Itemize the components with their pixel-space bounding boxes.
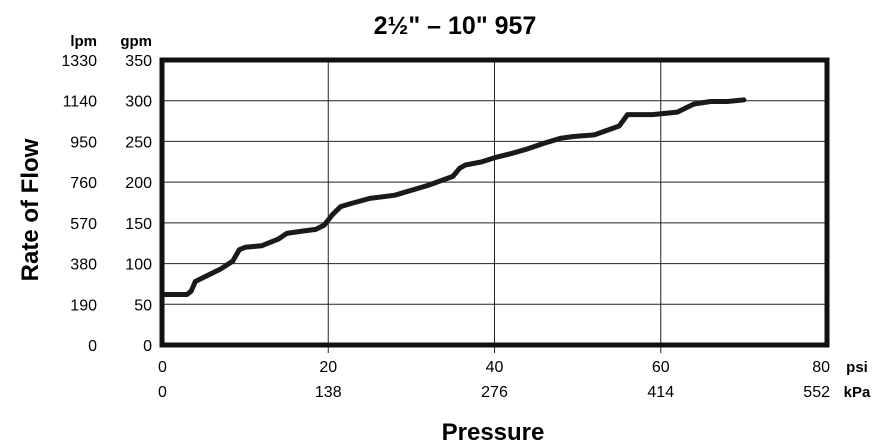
y-axis-label: Rate of Flow xyxy=(17,138,44,281)
y-unit-secondary: lpm xyxy=(70,33,97,50)
x-axis-label: Pressure xyxy=(442,419,545,446)
x-tick-label-psi: 60 xyxy=(652,359,670,376)
flow-series-line xyxy=(159,97,747,297)
y-tick-label-lpm: 190 xyxy=(70,297,97,314)
x-tick-label-kpa: 0 xyxy=(158,384,167,401)
x-tick-label-psi: 80 xyxy=(812,359,830,376)
plot-border xyxy=(159,57,830,348)
y-tick-label-gpm: 300 xyxy=(125,94,152,111)
x-tick-label-kpa: 276 xyxy=(481,384,508,401)
y-tick-label-lpm: 760 xyxy=(70,175,97,192)
y-unit-primary: gpm xyxy=(120,33,152,50)
x-tick-label-kpa: 138 xyxy=(315,384,342,401)
x-tick-label-kpa: 414 xyxy=(647,384,674,401)
x-tick-label-psi: 0 xyxy=(158,359,167,376)
y-tick-label-gpm: 100 xyxy=(125,257,152,274)
y-tick-label-gpm: 200 xyxy=(125,175,152,192)
y-tick-label-gpm: 150 xyxy=(125,216,152,233)
y-tick-labels: 0 0 50 190 100 380 150 570 200 760 250 950 300 1140 35… xyxy=(61,53,152,355)
y-tick-label-lpm: 1330 xyxy=(61,53,97,70)
y-tick-label-gpm: 0 xyxy=(143,338,152,355)
y-tick-label-gpm: 50 xyxy=(134,297,152,314)
x-unit-primary: psi xyxy=(846,359,868,376)
x-tick-label-kpa: 552 xyxy=(803,384,830,401)
y-tick-label-gpm: 350 xyxy=(125,53,152,70)
y-tick-label-gpm: 250 xyxy=(125,134,152,151)
x-tick-label-psi: 40 xyxy=(486,359,504,376)
y-tick-label-lpm: 0 xyxy=(88,338,97,355)
y-tick-label-lpm: 1140 xyxy=(63,94,98,111)
y-tick-label-lpm: 380 xyxy=(70,257,97,274)
x-tick-label-psi: 20 xyxy=(319,359,337,376)
x-tick-labels: 0 0 20 138 40 276 60 414 80 552 xyxy=(158,359,830,401)
y-tick-label-lpm: 570 xyxy=(70,216,97,233)
y-tick-label-lpm: 950 xyxy=(70,134,97,151)
chart-title: 2½" – 10" 957 xyxy=(374,12,537,40)
x-unit-secondary: kPa xyxy=(844,384,871,401)
grid xyxy=(162,60,827,353)
